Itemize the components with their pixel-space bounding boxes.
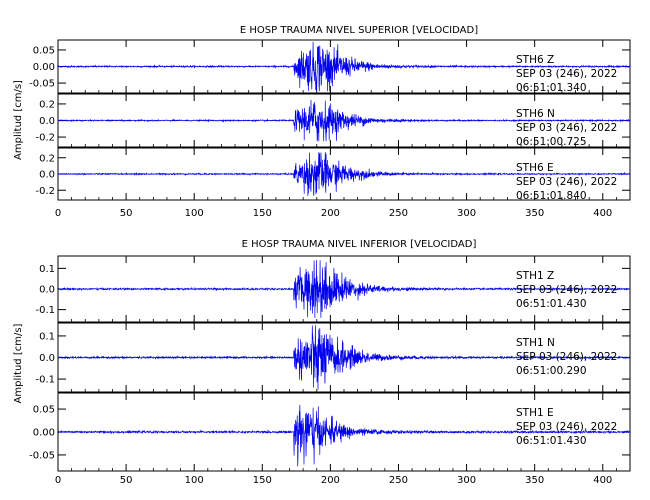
date-label: SEP 03 (246), 2022 [516, 351, 617, 363]
chart-title: E HOSP TRAUMA NIVEL SUPERIOR [VELOCIDAD] [240, 25, 478, 36]
y-tick-label: -0.05 [29, 79, 55, 90]
station-channel-label: STH6 Z [516, 54, 554, 66]
waveform-trace [57, 152, 631, 196]
trace-panel-3: 0.05 0.00 -0.05 STH1 E SEP 03 (246), 2022 06:… [29, 392, 631, 472]
station-channel-label: STH1 E [516, 407, 554, 419]
x-tick-label: 150 [253, 475, 272, 486]
y-tick-label: -0.2 [35, 133, 55, 144]
waveform-trace [57, 260, 631, 318]
x-tick-label: 350 [525, 475, 544, 486]
y-tick-label: -0.1 [35, 375, 55, 386]
y-tick-label: 0.0 [39, 353, 55, 364]
waveform-trace [57, 41, 631, 92]
chart-1: E HOSP TRAUMA NIVEL SUPERIOR [VELOCIDAD]… [13, 25, 631, 219]
waveform-trace [57, 325, 631, 390]
y-tick-label: -0.1 [35, 305, 55, 316]
x-tick-label: 400 [593, 208, 612, 219]
start-time-label: 06:51:01.340 [516, 82, 587, 94]
y-tick-label: 0.0 [39, 170, 55, 181]
x-tick-label: 0 [55, 475, 61, 486]
y-tick-label: 0.00 [33, 428, 55, 439]
x-tick-label: 100 [185, 475, 204, 486]
y-tick-label: 0.0 [39, 116, 55, 127]
date-label: SEP 03 (246), 2022 [516, 284, 617, 296]
start-time-label: 06:51:01.840 [516, 190, 587, 202]
x-tick-label: 300 [457, 475, 476, 486]
y-tick-label: -0.2 [35, 186, 55, 197]
chart-2: E HOSP TRAUMA NIVEL INFERIOR [VELOCIDAD]… [13, 239, 631, 486]
y-tick-label: 0.00 [33, 62, 55, 73]
y-tick-label: 0.1 [39, 331, 55, 342]
y-tick-label: 0.2 [39, 99, 55, 110]
station-channel-label: STH6 E [516, 162, 554, 174]
date-label: SEP 03 (246), 2022 [516, 421, 617, 433]
y-tick-label: 0.05 [33, 405, 55, 416]
x-tick-label: 0 [55, 208, 61, 219]
x-tick-label: 300 [457, 208, 476, 219]
station-channel-label: STH1 N [516, 337, 555, 349]
y-tick-label: 0.0 [39, 285, 55, 296]
y-tick-label: 0.1 [39, 264, 55, 275]
date-label: SEP 03 (246), 2022 [516, 176, 617, 188]
start-time-label: 06:51:00.290 [516, 365, 587, 377]
start-time-label: 06:51:01.430 [516, 435, 587, 447]
chart-title: E HOSP TRAUMA NIVEL INFERIOR [VELOCIDAD] [242, 239, 477, 250]
y-tick-label: -0.05 [29, 450, 55, 461]
x-tick-label: 200 [321, 208, 340, 219]
trace-panel-1: 0.1 0.0 -0.1 STH1 Z SEP 03 (246), 2022 06:51:… [35, 255, 631, 323]
x-tick-label: 50 [120, 208, 133, 219]
trace-panel-2: 0.2 0.0 -0.2 STH6 N SEP 03 (246), 2022 06:51:… [35, 93, 631, 148]
waveform-trace [57, 99, 631, 142]
date-label: SEP 03 (246), 2022 [516, 122, 617, 134]
start-time-label: 06:51:01.430 [516, 298, 587, 310]
y-axis-label: Amplitud [cm/s] [13, 80, 24, 160]
x-tick-label: 150 [253, 208, 272, 219]
x-tick-label: 100 [185, 208, 204, 219]
x-tick-label: 400 [593, 475, 612, 486]
x-tick-label: 250 [389, 208, 408, 219]
station-channel-label: STH6 N [516, 108, 555, 120]
x-tick-label: 50 [120, 475, 133, 486]
station-channel-label: STH1 Z [516, 270, 554, 282]
trace-panel-2: 0.1 0.0 -0.1 STH1 N SEP 03 (246), 2022 06:51:… [35, 322, 631, 393]
x-tick-label: 250 [389, 475, 408, 486]
y-axis-label: Amplitud [cm/s] [13, 323, 24, 403]
start-time-label: 06:51:00.725 [516, 136, 587, 148]
trace-panel-1: 0.05 0.00 -0.05 STH6 Z SEP 03 (246), 2022 06:… [29, 39, 631, 94]
y-tick-label: 0.2 [39, 153, 55, 164]
trace-panel-3: 0.2 0.0 -0.2 STH6 E SEP 03 (246), 2022 06:51:… [35, 147, 631, 202]
y-tick-label: 0.05 [33, 45, 55, 56]
waveform-trace [57, 404, 631, 467]
x-tick-label: 200 [321, 475, 340, 486]
x-tick-label: 350 [525, 208, 544, 219]
date-label: SEP 03 (246), 2022 [516, 68, 617, 80]
